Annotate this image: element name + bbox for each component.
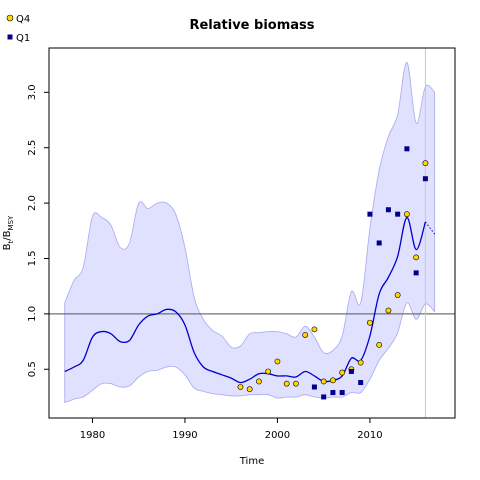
q4-point	[283, 380, 290, 387]
y-tick-label: 1.5	[27, 251, 38, 267]
q4-point	[274, 358, 281, 365]
q4-point	[404, 211, 410, 218]
legend: Q4 Q1	[6, 14, 30, 44]
q4-point	[293, 380, 299, 387]
y-axis: 0.5 1.0 1.5 2.0 2.5 3.0	[27, 84, 49, 377]
q4-point	[422, 160, 429, 167]
x-tick-label: 2010	[357, 430, 382, 441]
q1-point	[376, 240, 382, 246]
x-tick-label: 1990	[172, 430, 197, 441]
plot-frame	[48, 47, 456, 419]
y-tick-label: 0.5	[27, 361, 38, 377]
legend-label-q1: Q1	[16, 33, 30, 44]
q4-point	[394, 292, 401, 298]
median-line	[64, 216, 427, 384]
q1-point	[367, 211, 373, 217]
x-axis: 1980 1990 2000 2010	[80, 418, 383, 441]
legend-label-q4: Q4	[16, 14, 30, 25]
x-axis-label: Time	[239, 456, 264, 467]
q1-point	[395, 211, 401, 217]
q1-point	[330, 390, 336, 396]
q1-points	[311, 146, 428, 400]
plot-area	[49, 48, 455, 418]
y-tick-label: 3.0	[27, 84, 38, 100]
q4-point	[256, 378, 262, 385]
q4-points	[237, 160, 429, 393]
q1-point	[413, 270, 419, 276]
q4-point	[357, 359, 364, 366]
q1-point	[422, 176, 428, 182]
q1-point	[358, 380, 364, 386]
q4-point	[320, 378, 327, 385]
q4-point	[330, 377, 336, 384]
q4-point	[367, 319, 373, 326]
q4-point	[237, 384, 244, 390]
q1-point	[311, 384, 317, 390]
projection-line	[425, 221, 436, 235]
confidence-band	[64, 61, 436, 404]
q4-point	[385, 307, 392, 314]
q4-point	[311, 326, 318, 333]
q4-point	[246, 386, 253, 393]
q1-point	[348, 368, 354, 374]
q1-point	[404, 146, 410, 152]
y-tick-label: 2.5	[27, 140, 38, 156]
x-tick-label: 2000	[265, 430, 290, 441]
q4-point	[339, 369, 346, 376]
q4-point	[265, 368, 272, 375]
y-axis-label: Bt/BMSY	[2, 215, 15, 250]
y-tick-label: 2.0	[27, 195, 38, 211]
q4-point	[413, 254, 420, 261]
q1-point	[385, 207, 391, 213]
x-tick-label: 1980	[80, 430, 105, 441]
q4-point	[302, 332, 309, 338]
y-tick-label: 1.0	[27, 306, 38, 322]
chart-title: Relative biomass	[189, 18, 314, 33]
q4-point	[376, 341, 383, 348]
q1-point	[321, 394, 327, 400]
q1-point	[339, 390, 345, 396]
legend-marker-q1	[7, 34, 13, 40]
legend-marker-q4	[6, 14, 14, 22]
